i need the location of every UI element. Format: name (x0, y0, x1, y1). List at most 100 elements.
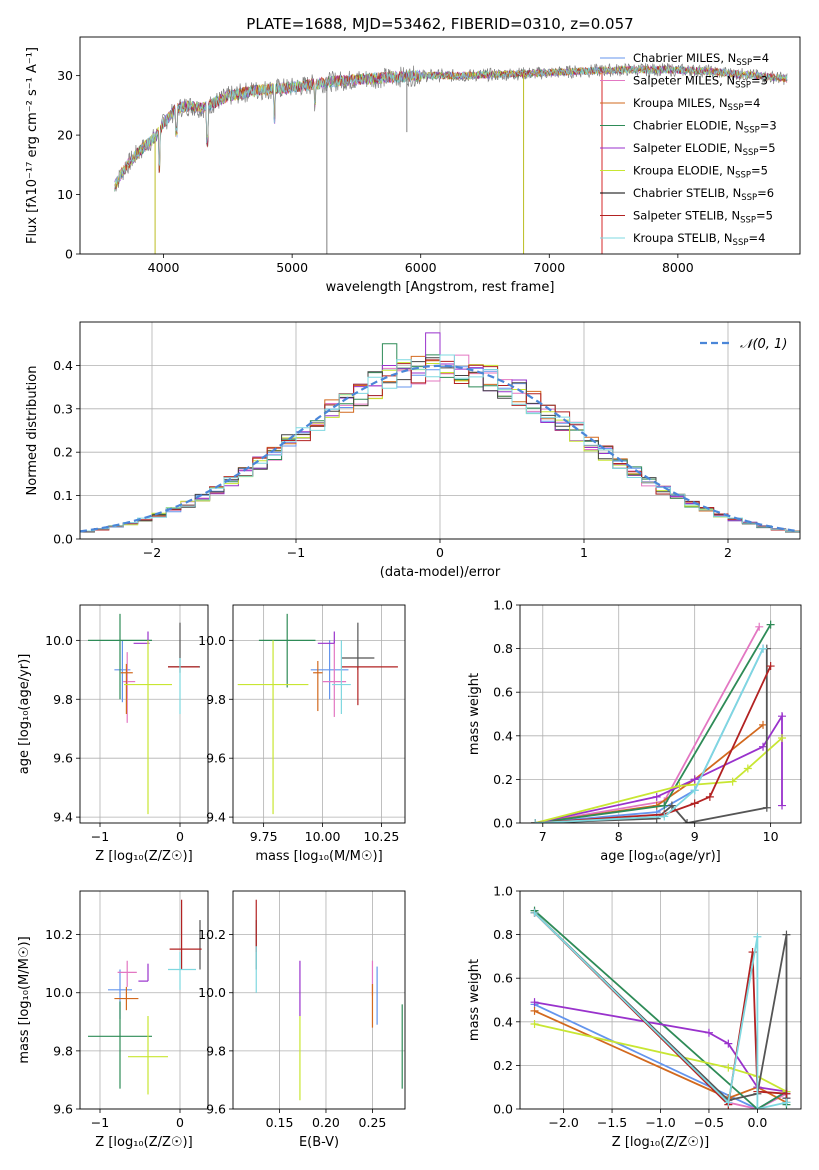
normal-reference-curve (80, 364, 798, 533)
mass-weight-marker (667, 801, 676, 810)
mass-weight-marker (652, 792, 661, 801)
y-axis-label: mass weight (467, 673, 482, 755)
y-tick-label: 0 (65, 247, 73, 262)
x-axis-label: wavelength [Angstrom, rest frame] (326, 280, 555, 295)
spectrum-line (114, 65, 788, 185)
mass-weight-marker (782, 1089, 791, 1098)
mass-weight-marker (724, 1098, 733, 1107)
mass-weight-marker (759, 644, 768, 653)
spectrum-plot-area (114, 62, 788, 254)
legend-subscript: SSP (735, 171, 751, 181)
x-tick-label: 0 (176, 1115, 184, 1130)
y-tick-label: 0.2 (493, 1058, 513, 1073)
mass-weight-marker (690, 799, 699, 808)
y-tick-label: 10.0 (198, 633, 226, 648)
y-tick-label: 0.2 (53, 445, 73, 460)
x-tick-label: −1.5 (597, 1115, 627, 1130)
y-tick-label: 9.8 (53, 1043, 73, 1058)
x-tick-label: 8 (615, 829, 623, 844)
y-tick-label: 9.8 (206, 1043, 226, 1058)
y-tick-label: 1.0 (493, 884, 513, 899)
x-tick-label: −1 (91, 1115, 109, 1130)
y-tick-label: 0.6 (493, 971, 513, 986)
mass-weight-marker (531, 819, 540, 823)
x-tick-label: −1.0 (645, 1115, 675, 1130)
x-tick-label: 10 (763, 829, 779, 844)
x-tick-label: −2.0 (548, 1115, 578, 1130)
legend-entry: Kroupa MILES, NSSP=4 (633, 96, 760, 113)
y-tick-label: 10.2 (198, 927, 226, 942)
mass-weight-marker (660, 801, 669, 810)
x-tick-label: 5000 (276, 260, 308, 275)
legend-label: Chabrier MILES, N (633, 51, 736, 65)
mass-weight-marker (782, 1098, 791, 1107)
x-tick-label: 0.20 (312, 1115, 340, 1130)
y-tick-label: 0.4 (53, 358, 73, 373)
mass-weight-marker (690, 786, 699, 795)
x-tick-label: −1 (91, 829, 109, 844)
mass-weight-marker (530, 908, 539, 917)
y-tick-label: 10.0 (45, 985, 73, 1000)
legend-label: Kroupa STELIB, N (633, 231, 733, 245)
mass-weight-line (535, 713, 783, 823)
y-tick-label: 10.2 (45, 927, 73, 942)
x-tick-label: 6000 (405, 260, 437, 275)
x-tick-label: −0.5 (694, 1115, 724, 1130)
mass-weight-marker (759, 742, 768, 751)
legend-label: Kroupa MILES, N (633, 96, 728, 110)
x-axis-label: age [log₁₀(age/yr)] (600, 849, 721, 864)
x-tick-label: −1 (287, 545, 305, 560)
axes-frame (79, 36, 801, 255)
age_vs_Z-plot-area (88, 613, 200, 815)
mass_vs_Z-panel: −1 0 9.6 9.8 10.0 10.2 Z [log₁₀(Z/Z☉)] mass [lo… (17, 890, 209, 1150)
y-axis-label: age [log₁₀(age/yr)] (17, 654, 32, 775)
y-tick-label: 9.4 (206, 810, 226, 825)
age_vs_Z-panel: −1 0 9.4 9.6 9.8 10.0 Z [log₁₀(Z/Z☉)] age [log₁… (17, 604, 209, 864)
y-tick-label: 0.4 (493, 1014, 513, 1029)
y-tick-label: 9.6 (53, 751, 73, 766)
y-tick-label: 0.6 (493, 685, 513, 700)
y-tick-label: 0.4 (493, 728, 513, 743)
x-tick-label: 2 (724, 545, 732, 560)
mass-weight-marker (762, 803, 771, 812)
legend-nssp: =3 (760, 119, 777, 133)
mass-weight-marker (705, 792, 714, 801)
x-tick-label: 0 (436, 545, 444, 560)
mass-weight-marker (743, 764, 752, 773)
mass-weight-marker (753, 1105, 762, 1109)
x-tick-label: 1 (580, 545, 588, 560)
legend: Chabrier MILES, N SSP =4 Salpeter MILES, N S… (600, 51, 777, 248)
legend-nssp: =4 (743, 96, 760, 110)
y-axis-label: Normed distribution (25, 366, 40, 496)
y-tick-label: 0.0 (493, 1102, 513, 1117)
x-tick-label: −2 (143, 545, 161, 560)
mass-weight-marker (766, 662, 775, 671)
x-tick-label: 10.25 (364, 829, 400, 844)
legend-label: Kroupa ELODIE, N (633, 164, 735, 178)
mass-weight-marker (530, 1019, 539, 1028)
x-axis-label: Z [log₁₀(Z/Z☉)] (95, 1135, 192, 1150)
y-tick-label: 9.8 (53, 692, 73, 707)
y-tick-label: 0.8 (493, 927, 513, 942)
legend-label: Salpeter STELIB, N (633, 209, 740, 223)
mass-weight-marker (704, 1028, 713, 1037)
legend-subscript: SSP (740, 216, 756, 226)
y-tick-label: 20 (57, 128, 73, 143)
y-tick-label: 0.0 (493, 816, 513, 831)
mass-weight-marker (778, 712, 787, 721)
mass-weight-marker (782, 930, 791, 939)
mass-weight-marker (652, 814, 661, 823)
y-tick-label: 0.3 (53, 401, 73, 416)
age_vs_mass-plot-area (237, 613, 398, 815)
legend-label: Chabrier ELODIE, N (633, 119, 744, 133)
y-tick-label: 0.0 (53, 532, 73, 547)
mass-weight-marker (753, 932, 762, 941)
mass-weight-line (535, 648, 768, 823)
mass-weight-marker (724, 1039, 733, 1048)
legend-label: Salpeter MILES, N (633, 74, 735, 88)
y-axis-label: Flux [fλ10⁻¹⁷ erg cm⁻² s⁻¹ A⁻¹] (25, 47, 40, 244)
mass-weight-marker (728, 777, 737, 786)
x-tick-label: 9.75 (250, 829, 278, 844)
y-axis-label: mass [log₁₀(M/M☉)] (17, 936, 32, 1063)
